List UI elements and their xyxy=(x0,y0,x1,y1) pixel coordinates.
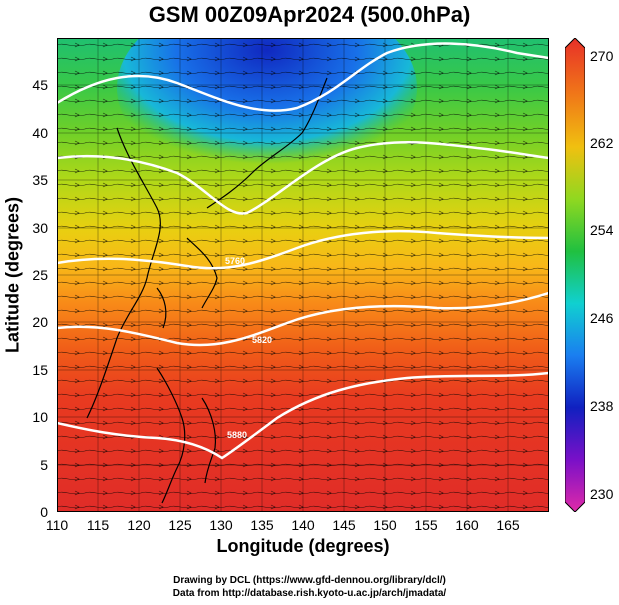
contour-line xyxy=(57,291,549,347)
x-tick-label: 110 xyxy=(45,517,69,533)
colorbar-ramp xyxy=(564,37,586,513)
x-tick-label: 135 xyxy=(250,517,274,533)
y-tick-label: 5 xyxy=(40,457,48,473)
y-tick-label: 10 xyxy=(32,409,48,425)
y-tick-label: 0 xyxy=(40,504,48,520)
x-axis-label: Longitude (degrees) xyxy=(216,536,390,556)
x-tick-label: 115 xyxy=(86,517,110,533)
y-tick-label: 40 xyxy=(32,125,48,141)
x-tick-label: 160 xyxy=(455,517,479,533)
colorbar-tick-label: 238 xyxy=(590,398,614,414)
x-tick-label: 125 xyxy=(168,517,192,533)
x-tick-label: 155 xyxy=(414,517,438,533)
y-tick-label: 35 xyxy=(32,172,48,188)
colorbar-tick-label: 262 xyxy=(590,135,614,151)
x-tick-label: 165 xyxy=(496,517,520,533)
contour-line xyxy=(57,371,549,460)
x-tick-label: 120 xyxy=(127,517,151,533)
contour-line xyxy=(57,140,549,215)
contour-line xyxy=(57,229,549,270)
x-tick-label: 150 xyxy=(373,517,397,533)
credit-data: Data from http://database.rish.kyoto-u.a… xyxy=(172,588,447,599)
y-tick-label: 25 xyxy=(32,267,48,283)
plot-frame xyxy=(57,38,549,512)
x-tick-label: 130 xyxy=(209,517,233,533)
contour-label: 5880 xyxy=(227,430,247,440)
x-tick-label: 140 xyxy=(291,517,315,533)
y-tick-label: 30 xyxy=(32,220,48,236)
y-axis-label: Latitude (degrees) xyxy=(2,196,23,354)
colorbar-tick-label: 270 xyxy=(590,48,614,64)
contour-label: 5820 xyxy=(252,335,272,345)
colorbar-svg xyxy=(564,37,586,513)
chart-title: GSM 00Z09Apr2024 (500.0hPa) xyxy=(148,2,471,27)
x-tick-label: 145 xyxy=(332,517,356,533)
y-tick-label: 15 xyxy=(32,362,48,378)
grid xyxy=(57,38,549,512)
colorbar-tick-label: 246 xyxy=(590,310,614,326)
y-tick-label: 20 xyxy=(32,314,48,330)
y-tick-label: 45 xyxy=(32,77,48,93)
height-contours xyxy=(57,42,549,460)
contour-line xyxy=(57,42,549,112)
colorbar xyxy=(564,37,586,513)
colorbar-tick-label: 230 xyxy=(590,486,614,502)
map-svg: 5760 5820 5880 xyxy=(57,38,549,512)
colorbar-tick-label: 254 xyxy=(590,222,614,238)
map-plot-area: 5760 5820 5880 xyxy=(57,38,549,512)
credit-drawing: Drawing by DCL (https://www.gfd-dennou.o… xyxy=(173,575,446,586)
contour-label: 5760 xyxy=(225,256,245,266)
